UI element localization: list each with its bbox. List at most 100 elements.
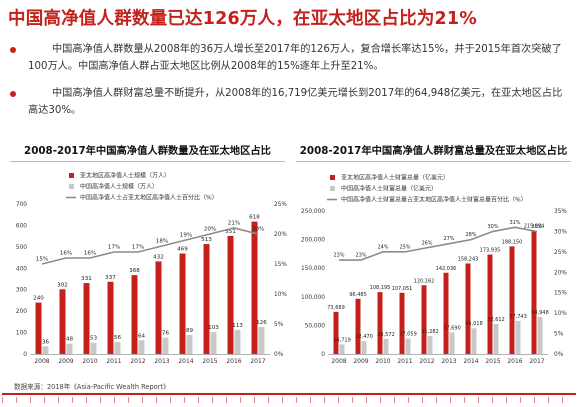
footer-rule [2, 393, 576, 395]
population-bar-region-label: 337 [105, 275, 116, 281]
chart-title-rule [296, 161, 571, 162]
population-bar-region [179, 253, 186, 354]
population-share-label: 19% [180, 233, 192, 239]
wealth-bar-china [471, 328, 477, 354]
wealth-bar-region [333, 311, 339, 354]
wealth-bar-region [487, 254, 493, 354]
wealth-legend-swatch [330, 175, 335, 180]
wealth-right-axis-tick: 25% [554, 250, 567, 256]
wealth-right-axis-tick: 10% [554, 311, 567, 317]
wealth-bar-region-label: 215,924 [524, 223, 545, 229]
wealth-bar-china-label: 22,470 [355, 334, 373, 340]
wealth-right-axis-tick: 5% [554, 332, 564, 338]
bullet-dot-icon [10, 91, 16, 97]
wealth-share-label: 26% [421, 240, 432, 246]
population-legend-label: 中国高净值人士占亚太地区高净值人士百分比（%） [80, 194, 218, 202]
population-share-label: 17% [132, 245, 144, 251]
population-left-axis-tick: 300 [16, 288, 27, 294]
population-share-line [41, 227, 259, 265]
wealth-bar-china-label: 31,282 [421, 329, 439, 335]
population-left-axis-tick: 600 [16, 223, 27, 229]
population-bar-china [258, 327, 265, 354]
population-right-axis-tick: 0% [274, 352, 284, 358]
wealth-share-label: 23% [355, 253, 366, 259]
wealth-x-tick-label: 2014 [463, 358, 478, 365]
wealth-bar-region [355, 298, 361, 354]
population-right-axis-tick: 10% [274, 292, 287, 298]
footer-decoration [2, 397, 576, 403]
population-bar-china [210, 331, 217, 354]
wealth-bar-china [361, 341, 367, 354]
population-share-label: 15% [36, 257, 48, 263]
population-right-axis-tick: 5% [274, 322, 284, 328]
wealth-bar-region [531, 230, 537, 354]
population-bar-region [155, 261, 162, 354]
population-x-tick-label: 2009 [58, 358, 73, 365]
population-bar-china-label: 48 [66, 337, 74, 343]
data-source-note: 数据来源：2018年《Asia-Pacific Wealth Report》 [14, 383, 170, 391]
wealth-bar-region-label: 158,243 [458, 256, 479, 262]
bullet-point-population: 中国高净值人群数量从2008年的36万人增长至2017年的126万人，复合增长率… [10, 41, 566, 75]
wealth-left-axis-tick: 150,000 [301, 266, 325, 272]
bullet-point-wealth: 中国高净值人群财富总量不断提升，从2008年的16,719亿美元增长到2017年… [10, 85, 566, 119]
population-bar-region [107, 281, 114, 354]
population-left-axis-tick: 0 [23, 352, 27, 358]
population-bar-china [90, 342, 97, 354]
population-left-axis-tick: 100 [16, 331, 27, 337]
population-legend-label: 亚太地区高净值人士规模（万人） [80, 172, 170, 180]
population-bar-region [227, 235, 234, 354]
population-share-label: 20% [204, 227, 216, 233]
wealth-bar-china-label: 37,690 [443, 325, 461, 331]
wealth-right-axis-tick: 35% [554, 209, 567, 215]
population-share-label: 18% [156, 239, 168, 245]
wealth-bar-region [421, 285, 427, 354]
wealth-legend-swatch [330, 186, 335, 191]
wealth-bar-china [405, 338, 411, 354]
population-bar-china-label: 36 [42, 339, 50, 345]
wealth-bar-region-label: 173,935 [480, 248, 501, 254]
wealth-legend-label: 中国高净值人士财富总量占亚太地区高净值人士财富总量百分比（%） [341, 196, 527, 204]
wealth-bar-china [515, 320, 521, 354]
population-bar-china-label: 56 [114, 335, 122, 341]
population-bar-region-label: 240 [33, 296, 44, 302]
population-x-tick-label: 2014 [178, 358, 193, 365]
population-bar-china [234, 329, 241, 354]
population-x-tick-label: 2012 [130, 358, 145, 365]
wealth-left-axis-tick: 50,000 [305, 323, 326, 329]
population-bar-region-label: 432 [153, 254, 164, 260]
wealth-right-axis-tick: 20% [554, 270, 567, 276]
population-x-tick-label: 2013 [154, 358, 169, 365]
wealth-share-label: 30% [487, 224, 498, 230]
population-right-axis-tick: 25% [274, 202, 287, 208]
population-left-axis-tick: 400 [16, 266, 27, 272]
bullet-dot-icon [10, 47, 16, 53]
population-bar-region [203, 244, 210, 354]
population-bar-region [131, 275, 138, 354]
population-right-axis-tick: 20% [274, 232, 287, 238]
wealth-bar-region-label: 142,036 [436, 266, 457, 272]
population-bar-china [42, 346, 49, 354]
wealth-x-tick-label: 2012 [419, 358, 434, 365]
wealth-bar-china-label: 57,743 [509, 314, 527, 320]
wealth-x-tick-label: 2013 [441, 358, 456, 365]
wealth-bar-region [377, 292, 383, 354]
wealth-share-label: 27% [443, 236, 454, 242]
wealth-bar-region-label: 96,485 [349, 292, 367, 298]
wealth-bar-china [427, 336, 433, 354]
wealth-share-label: 28% [465, 232, 476, 238]
wealth-bar-china [537, 316, 543, 354]
population-left-axis-tick: 700 [16, 202, 27, 208]
wealth-x-tick-label: 2015 [485, 358, 500, 365]
population-bar-region-label: 368 [129, 268, 140, 274]
wealth-right-axis-tick: 15% [554, 291, 567, 297]
wealth-share-label: 24% [377, 244, 388, 250]
wealth-x-tick-label: 2009 [353, 358, 368, 365]
wealth-right-axis-tick: 0% [554, 352, 564, 358]
population-legend-label: 中国高净值人士规模（万人） [80, 183, 158, 191]
wealth-bar-region [399, 292, 405, 354]
population-bar-china [114, 342, 121, 354]
wealth-bar-region-label: 120,162 [414, 278, 435, 284]
wealth-bar-china [339, 344, 345, 354]
wealth-share-label: 31% [509, 220, 520, 226]
